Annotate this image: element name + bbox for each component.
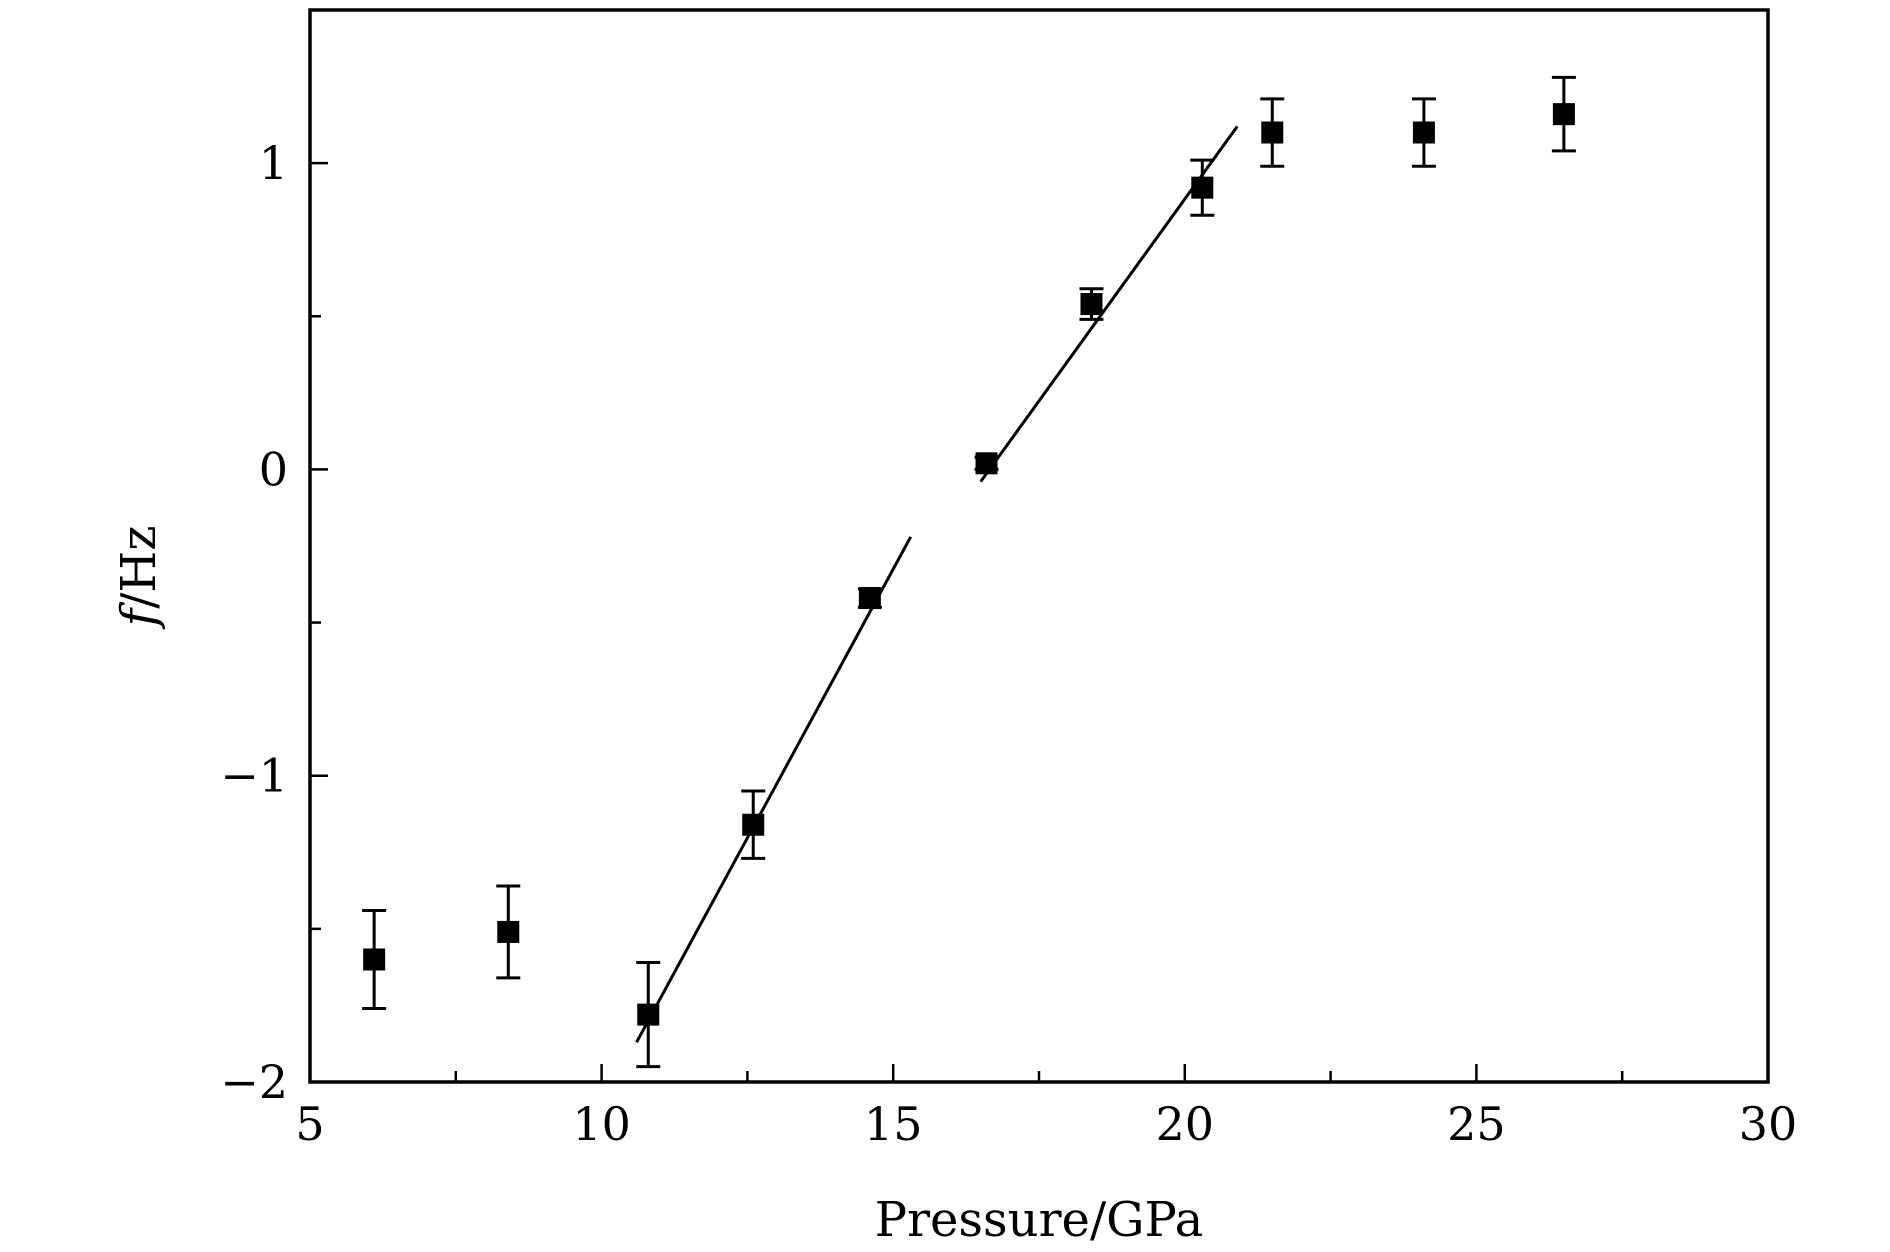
y-tick-label: −2 — [220, 1055, 288, 1109]
y-tick-label: 0 — [259, 442, 288, 496]
y-axis-label-unit: /Hz — [111, 525, 167, 608]
data-point — [496, 884, 521, 980]
x-axis-label: Pressure/GPa — [875, 1192, 1203, 1248]
square-marker — [1412, 121, 1435, 144]
x-tick-label: 15 — [864, 1097, 923, 1151]
square-marker — [975, 452, 998, 475]
x-tick-label: 5 — [295, 1097, 324, 1151]
data-point — [741, 789, 766, 860]
y-axis-label: f/Hz — [111, 525, 167, 629]
data-point — [636, 961, 661, 1069]
tick-labels: 5 10 15 20 25 30 −2 −1 0 1 — [220, 136, 1797, 1151]
x-tick-label: 10 — [572, 1097, 631, 1151]
data-point — [1079, 287, 1104, 321]
y-tick-label: −1 — [220, 749, 288, 803]
square-marker — [363, 948, 386, 971]
data-point — [974, 452, 999, 475]
data-points — [362, 75, 1576, 1069]
square-marker — [1191, 176, 1214, 199]
square-marker — [1080, 293, 1103, 316]
data-point — [1411, 97, 1436, 168]
square-marker — [858, 587, 881, 610]
square-marker — [742, 813, 765, 836]
x-tick-label: 25 — [1447, 1097, 1506, 1151]
square-marker — [637, 1003, 660, 1026]
plot-frame — [308, 8, 1770, 1084]
x-tick-label: 20 — [1156, 1097, 1215, 1151]
data-point — [1260, 97, 1285, 168]
data-point — [1551, 75, 1576, 153]
axis-ticks — [308, 161, 1770, 1084]
square-marker — [1261, 121, 1284, 144]
square-marker — [1552, 103, 1575, 126]
y-tick-label: 1 — [259, 136, 288, 190]
data-point — [857, 587, 882, 610]
fit-line — [635, 536, 913, 1043]
square-marker — [497, 920, 520, 943]
data-point — [362, 908, 387, 1010]
data-point — [1190, 158, 1215, 217]
x-tick-label: 30 — [1739, 1097, 1798, 1151]
